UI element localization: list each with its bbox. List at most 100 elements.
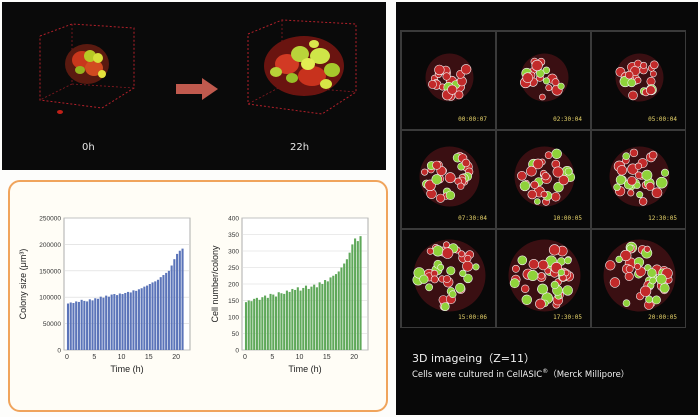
label-22h: 22h bbox=[290, 142, 310, 153]
bar bbox=[274, 296, 278, 350]
x-tick-label: 10 bbox=[296, 354, 304, 361]
imaging-caption-line: Cells were cultured in CellASIC®（Merck M… bbox=[412, 368, 629, 380]
y-tick-label: 150000 bbox=[39, 268, 61, 275]
y-tick-label: 200 bbox=[228, 282, 239, 289]
bar bbox=[250, 301, 253, 350]
bar bbox=[351, 244, 354, 350]
bar bbox=[137, 289, 140, 350]
imaging-tile: 00:00:07 bbox=[401, 31, 496, 130]
chart-1: 250000 200000 150000 100000 50000 00 5 10 15 20 Ti… bbox=[18, 216, 191, 374]
bar bbox=[165, 272, 168, 350]
growth-charts-panel: 250000 200000 150000 100000 50000 0 0 5 10 15 20 Ti… bbox=[8, 180, 388, 412]
bar bbox=[99, 296, 102, 350]
bar bbox=[324, 280, 327, 350]
y-tick-label: 300 bbox=[228, 249, 239, 256]
bar bbox=[96, 298, 100, 350]
y-tick-label: 50 bbox=[232, 331, 240, 338]
y-tick-label: 150 bbox=[228, 298, 239, 305]
bar bbox=[318, 282, 321, 350]
y-tick-label: 200000 bbox=[39, 242, 61, 249]
colony-image bbox=[603, 239, 676, 312]
bar bbox=[258, 299, 261, 350]
bar bbox=[277, 292, 280, 350]
bar bbox=[272, 294, 275, 350]
x-tick-label: 5 bbox=[92, 354, 96, 361]
bar bbox=[135, 290, 138, 350]
imaging-timestamp: 05:00:04 bbox=[648, 116, 677, 123]
bar bbox=[140, 288, 143, 350]
y-tick-label: 100 bbox=[228, 315, 239, 322]
bar bbox=[332, 275, 335, 350]
y-tick-label: 250000 bbox=[39, 216, 61, 223]
bar bbox=[340, 267, 343, 350]
y-tick-label: 0 bbox=[235, 348, 239, 355]
colony-image bbox=[419, 146, 480, 207]
bar bbox=[107, 296, 110, 350]
bar bbox=[159, 277, 162, 350]
bar bbox=[146, 285, 149, 350]
bar bbox=[178, 250, 181, 350]
label-0h: 0h bbox=[82, 142, 95, 153]
bar bbox=[181, 248, 184, 350]
imaging-timestamp: 12:30:05 bbox=[648, 215, 677, 222]
bar bbox=[102, 297, 105, 350]
caption-main: Cells were cultured in CellASIC bbox=[412, 370, 543, 380]
bar bbox=[66, 303, 70, 350]
bar bbox=[176, 253, 179, 350]
bar bbox=[94, 298, 97, 350]
bar bbox=[253, 298, 256, 350]
x-tick-label: 0 bbox=[65, 354, 69, 361]
bar bbox=[72, 303, 75, 350]
bar bbox=[170, 265, 173, 350]
bar bbox=[151, 282, 154, 350]
x-tick-label: 0 bbox=[243, 354, 247, 361]
imaging-tile: 05:00:04 bbox=[591, 31, 686, 130]
bar bbox=[132, 290, 135, 350]
bar bbox=[244, 302, 248, 350]
bar bbox=[266, 297, 269, 350]
bar bbox=[264, 295, 267, 350]
colony-image bbox=[508, 239, 581, 312]
bar bbox=[326, 281, 329, 350]
bar bbox=[313, 284, 316, 350]
bar bbox=[315, 287, 318, 350]
y-axis-label: Colony size (μm³) bbox=[18, 249, 28, 320]
bar bbox=[280, 293, 283, 350]
colony-3d-22h bbox=[247, 19, 357, 115]
bar bbox=[110, 294, 113, 350]
imaging-tile: 07:30:04 bbox=[401, 130, 496, 229]
bar bbox=[321, 284, 324, 350]
imaging-timestamp: 17:30:05 bbox=[553, 314, 582, 321]
bar bbox=[162, 275, 165, 350]
x-axis-label: Time (h) bbox=[110, 364, 143, 374]
bar bbox=[299, 290, 302, 350]
bar bbox=[334, 274, 338, 350]
bar bbox=[91, 300, 94, 350]
bar bbox=[348, 252, 351, 350]
bar bbox=[269, 293, 272, 350]
imaging-timestamp: 10:00:05 bbox=[553, 215, 582, 222]
bar bbox=[80, 299, 83, 350]
imaging-tile: 10:00:05 bbox=[496, 130, 591, 229]
x-tick-label: 10 bbox=[118, 354, 126, 361]
imaging-timestamp: 20:00:05 bbox=[648, 314, 677, 321]
bar bbox=[156, 279, 160, 350]
bar bbox=[126, 291, 130, 350]
imaging-tile: 15:00:06 bbox=[401, 229, 496, 328]
y-axis-label: Cell number/colony bbox=[210, 245, 220, 323]
bar bbox=[69, 302, 72, 350]
bar bbox=[310, 286, 313, 350]
arrow-icon bbox=[176, 78, 218, 100]
bar bbox=[337, 271, 340, 350]
bar bbox=[343, 263, 346, 350]
bar bbox=[173, 259, 176, 350]
x-tick-label: 20 bbox=[350, 354, 358, 361]
bar bbox=[359, 236, 362, 350]
bar bbox=[354, 238, 357, 350]
bar bbox=[86, 301, 89, 350]
colony-image bbox=[519, 53, 569, 102]
bar bbox=[302, 287, 305, 350]
colony-image bbox=[514, 146, 576, 207]
imaging-tile: 20:00:05 bbox=[591, 229, 686, 328]
bar bbox=[124, 292, 127, 350]
